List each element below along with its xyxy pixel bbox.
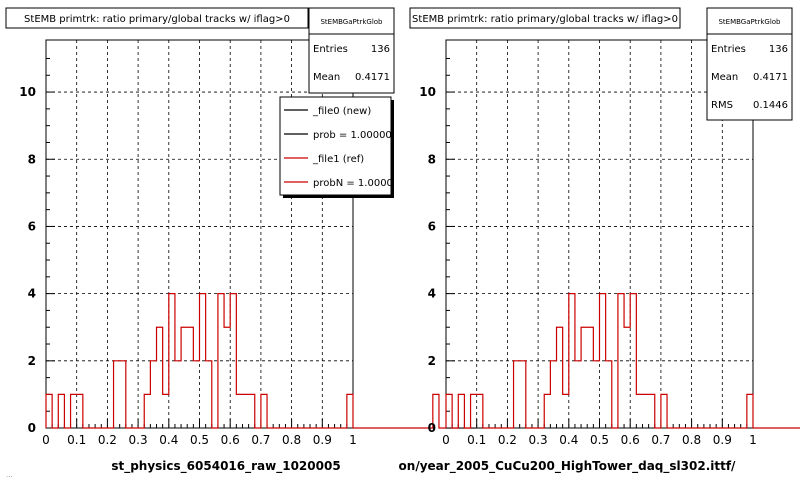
- x-tick-label: 0.8: [682, 433, 701, 447]
- stats-box: StEMBGaPtrkGlob Entries 136 Mean 0.4171 RMS 0.…: [706, 7, 793, 121]
- x-tick-label: 0.7: [251, 433, 270, 447]
- stats-value: 136: [769, 44, 788, 55]
- chart-title-box: [409, 7, 681, 29]
- legend-entries: _file0 (new) prob = 1.000000 _file1 (ref) p…: [284, 106, 406, 189]
- x-tick-label: 1: [749, 433, 757, 447]
- stats-box: StEMBGaPtrkGlob Entries 136 Mean 0.4171: [308, 7, 395, 94]
- legend-entry-label: _file0 (new): [312, 106, 371, 117]
- x-tick-label: 0.8: [282, 433, 301, 447]
- x-tick-label: 0.4: [159, 433, 178, 447]
- x-tick-label: 1: [349, 433, 357, 447]
- legend-entry-label: prob = 1.000000: [313, 130, 398, 141]
- legend: _file0 (new) prob = 1.000000 _file1 (ref) p…: [279, 96, 406, 198]
- x-tick-label: 0.6: [221, 433, 240, 447]
- x-tick-label: 0.5: [190, 433, 209, 447]
- y-tick-label: 4: [28, 287, 36, 301]
- y-tick-label: 10: [19, 85, 36, 99]
- y-tick-label: 8: [28, 152, 36, 166]
- legend-frame: [279, 96, 392, 196]
- chart-title: StEMB primtrk: ratio primary/global trac…: [412, 14, 678, 25]
- x-tick-label: 0.3: [129, 433, 148, 447]
- stats-label: RMS: [711, 100, 733, 111]
- legend-entry-label: _file1 (ref): [312, 154, 364, 165]
- chart-title-box: [5, 7, 309, 29]
- chart-title: StEMB primtrk: ratio primary/global trac…: [24, 14, 290, 25]
- x-tick-label: 0.7: [651, 433, 670, 447]
- stats-box-frame: [308, 7, 395, 94]
- stats-value: 0.1446: [753, 100, 788, 111]
- y-tick-label: 0: [428, 421, 436, 435]
- y-tick-label: 6: [28, 219, 36, 233]
- chart-panel-2: 0 0.1 0.2 0.3 0.4 0.5 0.6 0.7 0.8 0.9 10246810StEM…: [399, 7, 800, 474]
- x-tick-label: 0.6: [621, 433, 640, 447]
- x-tick-label: 0: [42, 433, 50, 447]
- x-tick-label: 0: [442, 433, 450, 447]
- stats-value: 136: [371, 44, 390, 55]
- x-tick-label: 0.1: [67, 433, 86, 447]
- x-tick-label: 0.2: [498, 433, 517, 447]
- stats-label: Mean: [313, 72, 340, 83]
- footer-text: ...: [6, 471, 13, 479]
- stats-label: Entries: [313, 44, 348, 55]
- histogram-series-ref: [445, 293, 800, 429]
- x-axis-label: st_physics_6054016_raw_1020005: [111, 459, 340, 474]
- chart-panel-1: 0 0.1 0.2 0.3 0.4 0.5 0.6 0.7 0.8 0.9 10246810StEM…: [5, 7, 476, 474]
- y-tick-label: 2: [428, 354, 436, 368]
- histogram-series-ref: [45, 293, 476, 429]
- stats-label: Mean: [711, 72, 738, 83]
- x-tick-label: 0.5: [590, 433, 609, 447]
- y-tick-label: 6: [428, 219, 436, 233]
- x-tick-label: 0.3: [529, 433, 548, 447]
- stats-box-frame: [706, 7, 793, 121]
- legend-entry-label: probN = 1.000000: [313, 178, 406, 189]
- stats-value: 0.4171: [355, 72, 390, 83]
- stats-title: StEMBGaPtrkGlob: [718, 18, 781, 26]
- x-axis-label: on/year_2005_CuCu200_HighTower_daq_sl302…: [399, 459, 737, 474]
- x-tick-label: 0.1: [467, 433, 486, 447]
- x-tick-label: 0.9: [313, 433, 332, 447]
- y-tick-label: 8: [428, 152, 436, 166]
- x-tick-label: 0.4: [559, 433, 578, 447]
- x-tick-label: 0.2: [98, 433, 117, 447]
- y-tick-label: 4: [428, 287, 436, 301]
- stats-value: 0.4171: [753, 72, 788, 83]
- y-tick-label: 2: [28, 354, 36, 368]
- y-tick-label: 0: [28, 421, 36, 435]
- y-tick-label: 10: [419, 85, 436, 99]
- stats-label: Entries: [711, 44, 746, 55]
- stats-title: StEMBGaPtrkGlob: [320, 18, 383, 26]
- x-tick-label: 0.9: [713, 433, 732, 447]
